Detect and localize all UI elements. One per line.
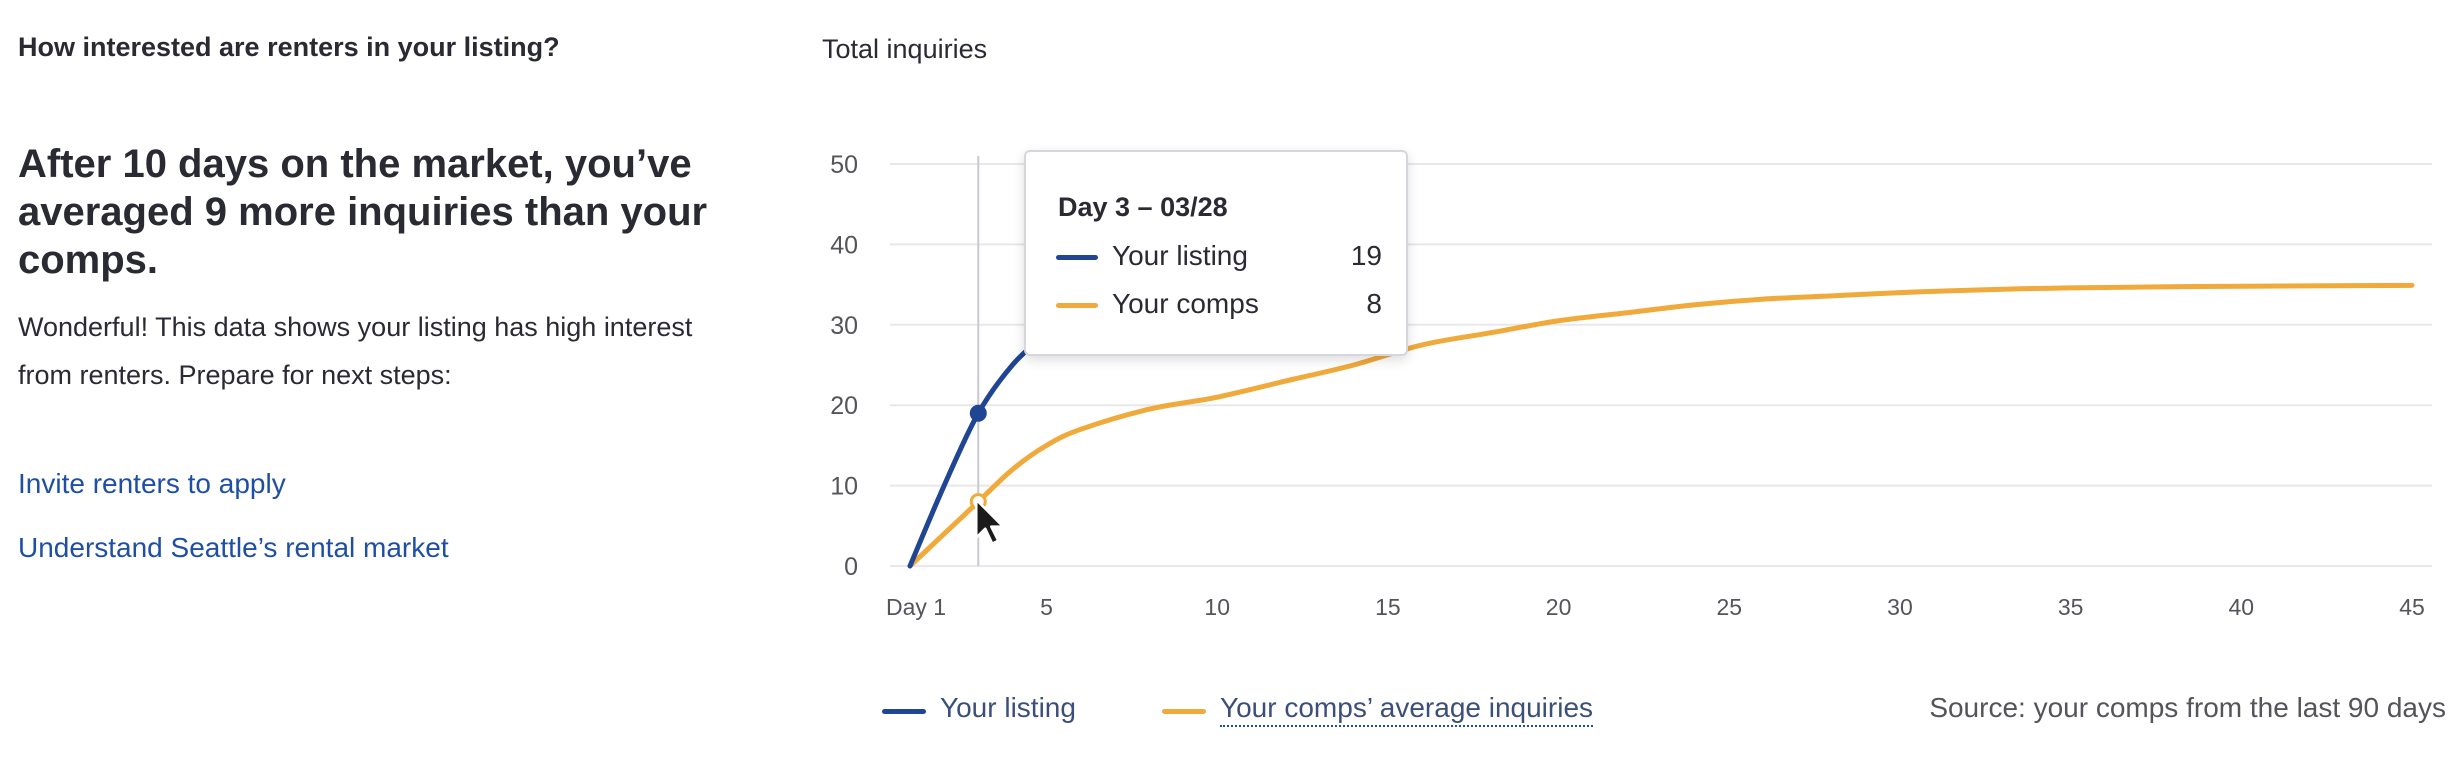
x-tick-label: Day 1 [886, 594, 946, 620]
y-tick-label: 10 [830, 473, 858, 501]
summary-headline: After 10 days on the market, you’ve aver… [18, 142, 708, 282]
mouse-pointer-icon [975, 498, 1005, 545]
tooltip-value: 19 [1350, 240, 1382, 271]
x-tick-label: 5 [1040, 594, 1053, 620]
tooltip-row-comps: Your comps 8 [1056, 288, 1382, 322]
legend-label: Your listing [940, 692, 1076, 723]
y-tick-label: 0 [844, 553, 858, 581]
comps-swatch [1056, 303, 1098, 308]
section-question: How interested are renters in your listi… [18, 32, 560, 62]
y-tick-label: 40 [830, 231, 858, 259]
series-line-comps [907, 282, 2415, 569]
x-tick-label: 25 [1716, 594, 1742, 620]
hover-point-listing [969, 404, 987, 422]
listing-swatch [1056, 255, 1098, 260]
tooltip-row-listing: Your listing 19 [1056, 240, 1382, 274]
x-tick-label: 45 [2399, 594, 2425, 620]
x-tick-label: 40 [2229, 594, 2255, 620]
x-tick-label: 15 [1375, 594, 1401, 620]
tooltip-label: Your listing [1112, 240, 1248, 271]
data-source-note: Source: your comps from the last 90 days [1929, 692, 2446, 723]
listing-legend-swatch [882, 709, 926, 714]
x-tick-label: 10 [1204, 594, 1230, 620]
invite-renters-link[interactable]: Invite renters to apply [18, 468, 286, 499]
comps-legend-swatch [1162, 709, 1206, 714]
legend-label[interactable]: Your comps’ average inquiries [1220, 692, 1594, 727]
x-tick-label: 35 [2058, 594, 2084, 620]
tooltip-title: Day 3 – 03/28 [1058, 192, 1228, 222]
tooltip-label: Your comps [1112, 288, 1259, 319]
chart-title: Total inquiries [822, 34, 988, 64]
y-tick-label: 20 [830, 392, 858, 420]
y-tick-label: 30 [830, 312, 858, 340]
summary-body: Wonderful! This data shows your listing … [18, 312, 693, 390]
y-tick-label: 50 [830, 151, 858, 179]
x-tick-label: 30 [1887, 594, 1913, 620]
chart-tooltip: Day 3 – 03/28 Your listing 19 Your comps… [1024, 150, 1408, 356]
x-tick-label: 20 [1546, 594, 1572, 620]
rental-market-link[interactable]: Understand Seattle’s rental market [18, 532, 449, 563]
tooltip-value: 8 [1366, 288, 1382, 319]
